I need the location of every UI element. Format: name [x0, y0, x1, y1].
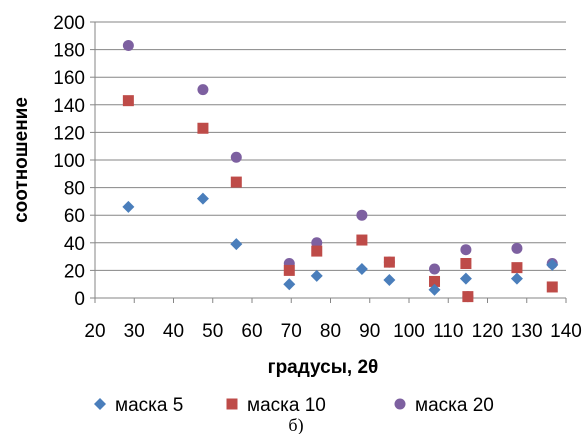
data-point [355, 263, 368, 276]
data-point [283, 264, 295, 276]
data-point [356, 234, 368, 246]
x-tick-label: 40 [163, 321, 184, 342]
series-square [122, 95, 558, 303]
y-tick-label: 100 [53, 151, 85, 172]
data-point [460, 258, 472, 269]
data-point [197, 84, 209, 96]
data-point [230, 176, 242, 188]
data-point [356, 209, 368, 221]
legend-label: маска 10 [247, 395, 326, 416]
legend-marker [394, 398, 406, 410]
data-point [122, 39, 134, 51]
x-tick-label: 90 [359, 321, 380, 342]
series-circle [122, 39, 558, 303]
data-point [510, 272, 523, 285]
data-point [230, 151, 242, 163]
y-tick-labels: 0 20 40 60 80 100 120 140 160 180 200 [53, 13, 85, 310]
x-tick-label: 70 [281, 321, 302, 342]
data-markers [122, 39, 559, 303]
y-tick-label: 60 [64, 206, 85, 227]
data-point [383, 256, 395, 268]
legend-item: маска 5 [94, 395, 183, 416]
data-point [122, 200, 135, 213]
data-point [196, 192, 209, 205]
y-tick-label: 0 [74, 289, 85, 310]
x-tick-label: 80 [320, 321, 341, 342]
legend: маска 5 маска 10 маска 20 [94, 395, 494, 416]
y-axis-title: соотношение [11, 97, 32, 223]
legend-label: маска 20 [415, 395, 494, 416]
y-tick-label: 20 [64, 261, 85, 282]
data-point [122, 95, 134, 107]
gridlines [90, 21, 567, 303]
legend-item: маска 10 [226, 395, 326, 416]
data-point [197, 122, 209, 134]
legend-label: маска 5 [115, 395, 183, 416]
y-tick-label: 40 [64, 234, 85, 255]
x-tick-labels: 20 30 40 50 60 70 80 90 100 110 120 130 140 [84, 321, 581, 342]
x-tick-label: 20 [84, 321, 105, 342]
legend-marker [94, 398, 106, 410]
y-tick-label: 180 [53, 41, 85, 62]
data-point [511, 242, 523, 254]
figure-caption: б) [288, 415, 303, 434]
data-point [310, 269, 323, 282]
data-point [311, 245, 323, 257]
x-tick-label: 140 [550, 321, 582, 342]
data-point [429, 275, 441, 287]
x-axis-title: градусы, 2θ [268, 357, 379, 378]
data-point [459, 272, 472, 285]
data-point [460, 244, 472, 256]
legend-marker [226, 398, 238, 410]
data-point [511, 262, 523, 274]
data-point [311, 237, 323, 249]
x-tick-label: 100 [393, 321, 425, 342]
data-point [428, 283, 441, 296]
x-tick-label: 120 [472, 321, 504, 342]
x-tick-label: 130 [511, 321, 543, 342]
y-tick-label: 160 [53, 68, 85, 89]
y-tick-label: 120 [53, 123, 85, 144]
data-point [546, 281, 558, 293]
y-tick-label: 140 [53, 96, 85, 117]
x-tick-label: 50 [202, 321, 223, 342]
series-diamond [122, 192, 559, 296]
data-point [283, 278, 296, 291]
data-point [230, 238, 243, 251]
axes [94, 22, 566, 299]
data-point [383, 274, 396, 287]
x-tick-label: 60 [241, 321, 262, 342]
y-tick-label: 80 [64, 179, 85, 200]
x-tick-label: 110 [433, 321, 463, 342]
data-point [462, 291, 474, 303]
y-tick-label: 200 [53, 13, 85, 34]
data-point [429, 263, 441, 275]
data-point [546, 258, 559, 271]
legend-item: маска 20 [394, 395, 494, 416]
x-tick-label: 30 [124, 321, 145, 342]
